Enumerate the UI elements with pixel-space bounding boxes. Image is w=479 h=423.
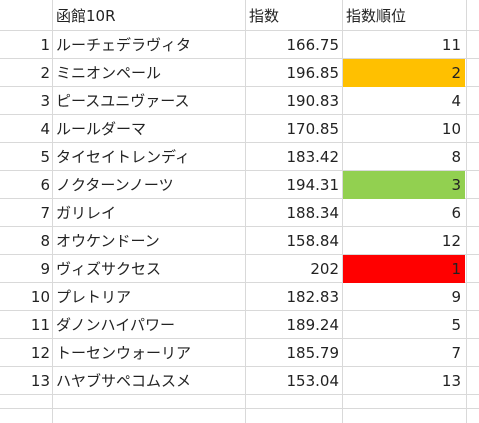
rank-value-cell[interactable]: 3	[343, 171, 465, 199]
row-gridline	[0, 170, 479, 171]
rank-value-cell[interactable]: 8	[451, 148, 461, 166]
rank-value-cell[interactable]: 13	[441, 372, 461, 390]
header-index-cell[interactable]: 指数	[249, 7, 280, 25]
row-number-cell[interactable]: 12	[30, 344, 50, 362]
index-value-cell[interactable]: 158.84	[286, 232, 340, 250]
index-value-cell[interactable]: 153.04	[286, 372, 340, 390]
row-gridline	[0, 366, 479, 367]
table-row: 12 トーセンウォーリア 185.79 7	[0, 339, 479, 367]
row-gridline	[0, 198, 479, 199]
column-gridline	[342, 0, 343, 423]
row-number-cell[interactable]: 4	[40, 120, 50, 138]
row-number-cell[interactable]: 6	[40, 176, 50, 194]
rank-value-cell[interactable]: 9	[451, 288, 461, 306]
rank-value-cell[interactable]: 5	[451, 316, 461, 334]
row-gridline	[0, 408, 479, 409]
horse-name-cell[interactable]: ハヤブサペコムスメ	[56, 372, 192, 390]
row-number-cell[interactable]: 7	[40, 204, 50, 222]
rank-value-cell[interactable]: 10	[441, 120, 461, 138]
row-gridline	[0, 58, 479, 59]
rank-value-cell[interactable]: 11	[441, 36, 461, 54]
horse-name-cell[interactable]: ダノンハイパワー	[56, 316, 175, 334]
row-gridline	[0, 310, 479, 311]
row-number-cell[interactable]: 10	[30, 288, 50, 306]
horse-name-cell[interactable]: ミニオンペール	[56, 64, 162, 82]
header-row: 函館10R 指数 指数順位	[0, 2, 479, 30]
index-value-cell[interactable]: 196.85	[286, 64, 340, 82]
horse-name-cell[interactable]: ノクターンノーツ	[56, 176, 174, 194]
index-value-cell[interactable]: 190.83	[286, 92, 340, 110]
column-gridline	[466, 0, 467, 423]
index-value-cell[interactable]: 189.24	[286, 316, 340, 334]
row-gridline	[0, 86, 479, 87]
horse-name-cell[interactable]: ピースユニヴァース	[56, 92, 190, 110]
rank-value-cell[interactable]: 4	[451, 92, 461, 110]
index-value-cell[interactable]: 182.83	[286, 288, 340, 306]
rank-value-cell[interactable]: 12	[441, 232, 461, 250]
index-value-cell[interactable]: 166.75	[286, 36, 340, 54]
table-row: 8 オウケンドーン 158.84 12	[0, 227, 479, 255]
rank-value-cell[interactable]: 6	[451, 204, 461, 222]
row-gridline	[0, 282, 479, 283]
horse-name-cell[interactable]: プレトリア	[56, 288, 132, 306]
horse-name-cell[interactable]: ルールダーマ	[56, 120, 147, 138]
row-number-cell[interactable]: 9	[40, 260, 50, 278]
column-gridline	[52, 0, 53, 423]
horse-name-cell[interactable]: オウケンドーン	[56, 232, 160, 250]
row-number-cell[interactable]: 1	[40, 36, 50, 54]
table-row: 2 ミニオンペール 196.85 2	[0, 59, 479, 87]
table-row: 13 ハヤブサペコムスメ 153.04 13	[0, 367, 479, 395]
column-gridline	[245, 0, 246, 423]
row-gridline	[0, 226, 479, 227]
row-number-cell[interactable]: 11	[30, 316, 50, 334]
table-row: 1 ルーチェデラヴィタ 166.75 11	[0, 31, 479, 59]
row-gridline	[0, 338, 479, 339]
row-number-cell[interactable]: 3	[40, 92, 50, 110]
index-value-cell[interactable]: 170.85	[286, 120, 340, 138]
row-number-cell[interactable]: 5	[40, 148, 50, 166]
horse-name-cell[interactable]: ヴィズサクセス	[56, 260, 162, 278]
rank-value-cell[interactable]: 1	[343, 255, 465, 283]
table-row: 3 ピースユニヴァース 190.83 4	[0, 87, 479, 115]
table-row: 4 ルールダーマ 170.85 10	[0, 115, 479, 143]
table-row: 10 プレトリア 182.83 9	[0, 283, 479, 311]
header-rank-cell[interactable]: 指数順位	[346, 7, 407, 25]
row-number-cell[interactable]: 13	[30, 372, 50, 390]
row-number-cell[interactable]: 2	[40, 64, 50, 82]
table-row: 5 タイセイトレンディ 183.42 8	[0, 143, 479, 171]
horse-name-cell[interactable]: トーセンウォーリア	[56, 344, 192, 362]
table-row: 9 ヴィズサクセス 202 1	[0, 255, 479, 283]
row-gridline	[0, 254, 479, 255]
index-value-cell[interactable]: 185.79	[286, 344, 340, 362]
row-gridline	[0, 114, 479, 115]
index-value-cell[interactable]: 194.31	[286, 176, 340, 194]
row-gridline	[0, 142, 479, 143]
index-value-cell[interactable]: 202	[310, 260, 339, 278]
header-number-cell[interactable]	[0, 2, 52, 30]
horse-name-cell[interactable]: タイセイトレンディ	[56, 148, 190, 166]
header-race-cell[interactable]: 函館10R	[56, 7, 116, 25]
rank-value-cell[interactable]: 7	[451, 344, 461, 362]
index-value-cell[interactable]: 188.34	[286, 204, 340, 222]
row-gridline	[0, 30, 479, 31]
table-row: 11 ダノンハイパワー 189.24 5	[0, 311, 479, 339]
table-row: 6 ノクターンノーツ 194.31 3	[0, 171, 479, 199]
horse-name-cell[interactable]: ガリレイ	[56, 204, 117, 222]
horse-name-cell[interactable]: ルーチェデラヴィタ	[56, 36, 192, 54]
rank-value-cell[interactable]: 2	[343, 59, 465, 87]
row-gridline	[0, 394, 479, 395]
row-number-cell[interactable]: 8	[40, 232, 50, 250]
table-row: 7 ガリレイ 188.34 6	[0, 199, 479, 227]
index-value-cell[interactable]: 183.42	[286, 148, 340, 166]
